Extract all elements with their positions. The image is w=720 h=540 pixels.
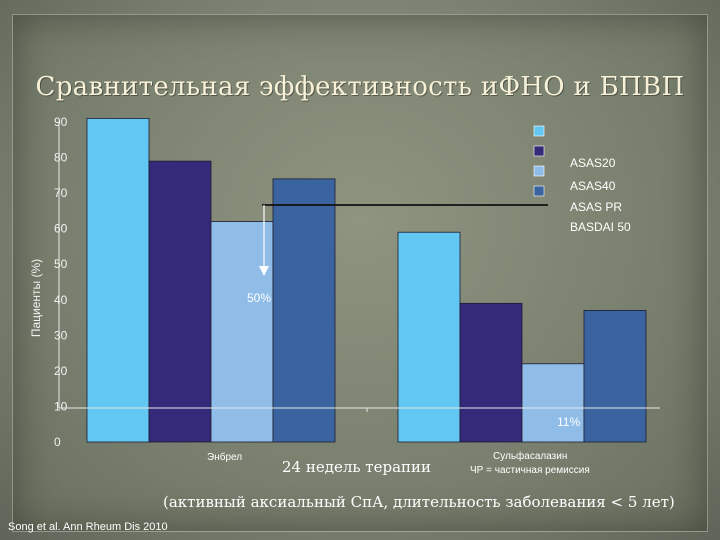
footnote-text: (активный аксиальный СпА, длительность з…: [163, 493, 675, 511]
source-citation: Song et al. Ann Rheum Dis 2010: [8, 521, 168, 533]
bar-asas-pr: [210, 221, 274, 443]
y-tick-label: 50: [54, 257, 68, 271]
y-axis-label: Пациенты (%): [29, 259, 43, 337]
legend-label: ASAS40: [570, 179, 616, 193]
bar-asas40: [459, 302, 523, 443]
bar-asas20: [86, 118, 150, 443]
slide-title: Сравнительная эффективность иФНО и БПВП: [35, 72, 685, 102]
legend-swatch: [533, 185, 545, 197]
legend-label: ASAS PR: [570, 200, 622, 214]
bar-asas20: [397, 231, 461, 443]
legend-swatch: [533, 165, 545, 177]
group2-title: Сульфасалазин: [493, 451, 568, 462]
bar-asas40: [148, 160, 212, 443]
y-tick-label: 70: [54, 186, 68, 200]
bar-basdai-50: [583, 310, 647, 443]
bar-basdai-50: [272, 178, 336, 443]
y-tick-label: 0: [54, 435, 61, 449]
y-tick-label: 30: [54, 328, 68, 342]
arrow-annotation-label: 50%: [247, 291, 271, 305]
y-tick-label: 40: [54, 293, 68, 307]
y-tick-label: 60: [54, 222, 68, 236]
legend-swatch: [533, 125, 545, 137]
legend-label: ASAS20: [570, 156, 616, 170]
legend-label: BASDAI 50: [570, 220, 631, 234]
bottom-annotation-label: 11%: [557, 415, 580, 429]
legend-swatch: [533, 145, 545, 157]
y-tick-label: 10: [54, 399, 68, 413]
y-tick-label: 90: [54, 115, 68, 129]
y-tick-label: 80: [54, 151, 68, 165]
group1-label: Энбрел: [207, 452, 243, 463]
y-tick-label: 20: [54, 364, 68, 378]
center-label: 24 недель терапии: [282, 458, 432, 476]
bar-asas-pr: [521, 363, 585, 443]
arrow-head: [259, 266, 269, 276]
group2-subtitle: ЧР = частичная ремиссия: [470, 465, 590, 476]
